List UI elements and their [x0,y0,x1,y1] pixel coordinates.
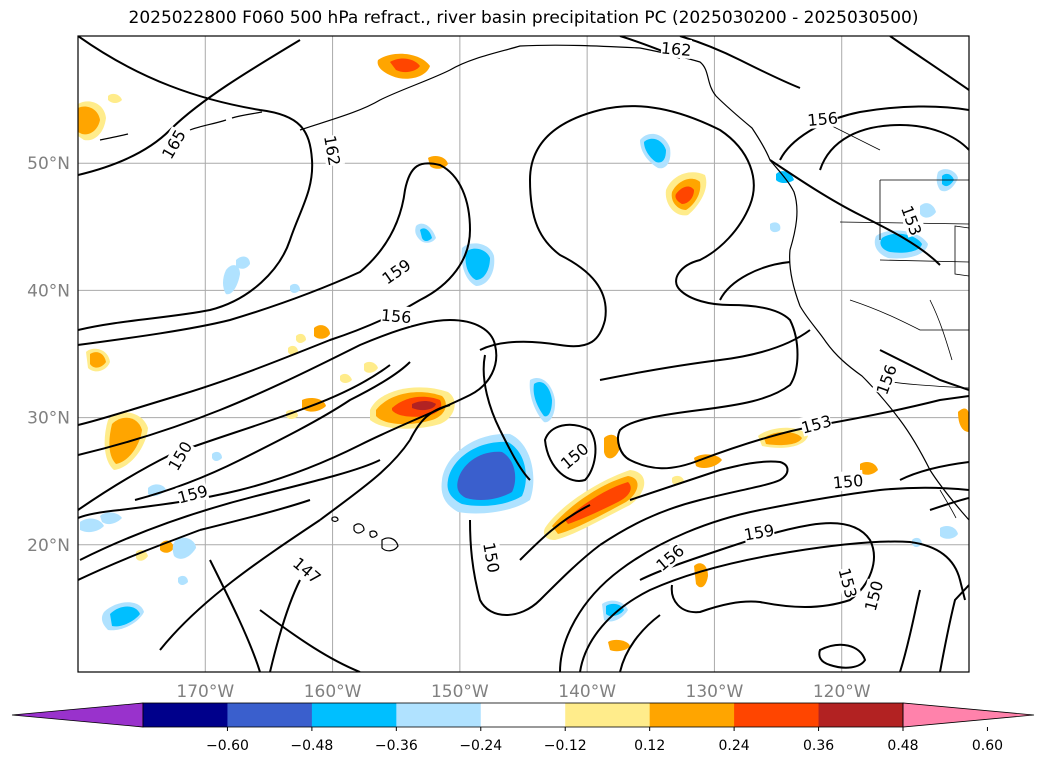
contour-label-bg [651,540,688,575]
contour-label-bg [832,469,864,492]
latitude-labels: 50°N 40°N 30°N 20°N [27,154,70,556]
contour-label-bg [157,126,189,162]
lon-label: 120°W [813,682,871,702]
lon-label: 130°W [686,682,744,702]
colorbar-extend-low [11,702,144,728]
shade-blue-misc [80,133,958,631]
colorbar-tick-label: 0.36 [803,738,834,754]
contour-label: 150 [832,469,864,493]
lat-label: 50°N [27,154,70,174]
lat-label: 30°N [27,409,70,429]
colorbar-segment [649,703,735,727]
contour-labels: 165 1621621561531591561561531501591501501… [157,37,927,613]
colorbar-tick-label: −0.60 [206,738,249,754]
contour-label-bg [859,578,887,613]
lon-label: 160°W [304,682,362,702]
colorbar-frame [142,702,904,728]
colorbar-tick-label: 0.24 [719,738,750,754]
colorbar-tick-label: −0.36 [375,738,418,754]
contour-label-bg [480,541,505,574]
colorbar-segment [227,703,313,727]
colorbar-extend-high [902,702,1035,728]
contour-label-text: 156 [807,108,839,130]
colorbar-tick-label: −0.12 [544,738,587,754]
shade-red-misc [78,53,969,652]
contour-label-bg [163,437,196,474]
map-background [78,36,969,672]
contour-label-bg [378,254,414,288]
graticule [78,36,969,672]
lon-label: 140°W [558,682,616,702]
contour-label-bg [321,133,346,167]
colorbar-tick-label: 0.48 [887,738,918,754]
contour-label: 156 [807,107,839,130]
colorbar-tick-label: −0.48 [290,738,333,754]
contour-label-text: 162 [660,38,692,60]
colorbar-segment [396,703,482,727]
map-frame [77,35,970,673]
colorbar-segment [143,703,228,727]
contour-label: 150 [859,578,887,613]
shade-red-southeast [543,470,645,540]
height-contours [78,36,969,672]
contour-label-bg [871,361,900,397]
contour-label: 162 [660,37,692,60]
contour-label-bg [898,202,927,238]
colorbar-segment [480,703,566,727]
lat-label: 20°N [27,536,70,556]
colorbar-segment [565,703,651,727]
lat-label: 40°N [27,281,70,301]
contour-label: 156 [380,304,413,328]
contour-label: 153 [799,410,834,438]
contour-label-bg [742,519,776,544]
colorbar: −0.60 −0.48 −0.36 −0.24 −0.12 0.12 0.24 0.36 0.4… [11,702,1035,754]
lon-label: 170°W [176,682,234,702]
colorbar-tick-label: 0.60 [972,738,1003,754]
map-title: 2025022800 F060 500 hPa refract., river … [128,8,919,28]
colorbar-tick-label: −0.24 [459,738,502,754]
colorbar-segment [734,703,820,727]
contour-label-bg [799,410,834,437]
contour-label-bg [660,37,693,59]
contour-label-bg [175,480,210,507]
contour-label-bg [835,565,862,600]
longitude-labels: 170°W 160°W 150°W 140°W 130°W 120°W [176,682,870,702]
contour-label-bg [380,304,413,327]
colorbar-segment [818,703,904,727]
contour-label-bg [556,438,592,473]
contour-label-bg [806,107,839,129]
colorbar-tick-label: 0.12 [634,738,665,754]
precip-shading [78,53,969,652]
contour-label-text: 156 [380,306,412,328]
shade-blue-center [441,433,534,514]
contour-label-text: 150 [832,471,864,493]
coastlines [99,44,969,552]
lon-label: 150°W [431,682,489,702]
shade-red-center [370,387,455,429]
map-area: 165 1621621561531591561561531501591501501… [78,36,969,672]
colorbar-segment [311,703,397,727]
contour-label-bg [289,552,326,587]
